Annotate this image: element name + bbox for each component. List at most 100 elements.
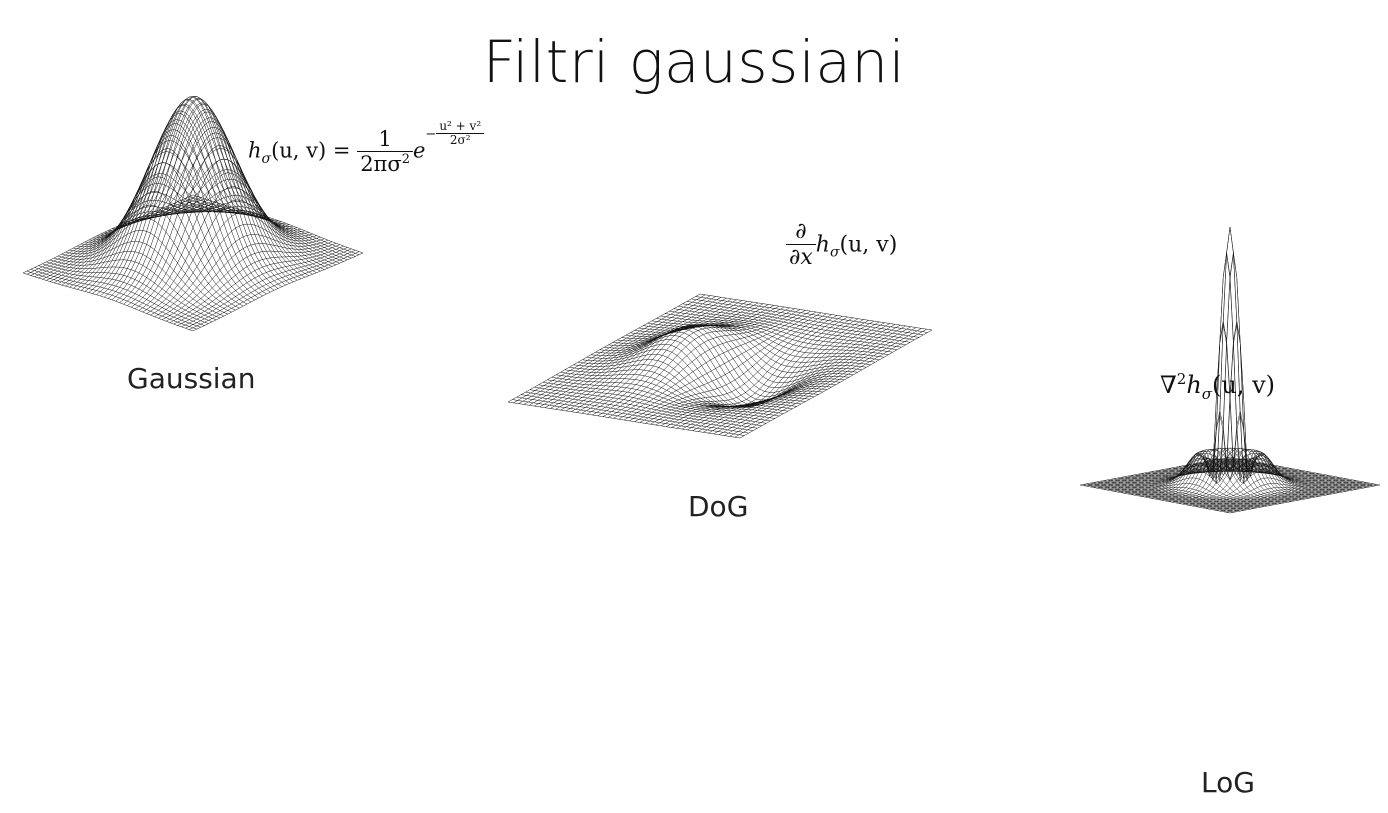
log-mesh-mesh-line xyxy=(1178,449,1329,495)
dog-mesh-mesh-line xyxy=(555,374,789,412)
dog-mesh-mesh-line xyxy=(529,389,762,427)
gaussian-mesh-mesh-line xyxy=(22,272,194,332)
gaussian-mesh-mesh-line xyxy=(146,169,317,273)
log-mesh-mesh-line xyxy=(1127,463,1278,505)
dog-mesh-mesh-line xyxy=(699,293,933,331)
gaussian-mesh-mesh-line xyxy=(173,203,344,262)
dog-mesh-mesh-line xyxy=(521,394,754,431)
dog-mesh-mesh-line xyxy=(656,318,889,355)
dog-mesh-mesh-line xyxy=(547,379,780,417)
dog-mesh-mesh-line xyxy=(573,359,806,408)
dog-mesh-mesh-line xyxy=(577,354,810,408)
dog-mesh-mesh-line xyxy=(612,325,845,397)
log-mesh-mesh-line xyxy=(1212,459,1364,489)
log-mesh-mesh-line xyxy=(1199,462,1350,491)
dog-mesh-mesh-line xyxy=(651,320,885,358)
log-mesh-mesh-line xyxy=(1137,454,1289,503)
dog-mesh-mesh-line xyxy=(734,328,927,438)
log-mesh-mesh-line xyxy=(1100,480,1251,510)
log-mesh-mesh-line xyxy=(1117,477,1268,507)
dog-mesh-mesh-line xyxy=(595,335,828,407)
gaussian-mesh-mesh-line xyxy=(138,172,309,311)
gaussian-mesh-mesh-line xyxy=(115,98,286,286)
gaussian-mesh-mesh-line xyxy=(150,178,321,272)
dog-mesh-mesh-line xyxy=(512,399,745,436)
log-mesh-mesh-line xyxy=(1110,479,1261,508)
gaussian-mesh-mesh-line xyxy=(177,201,348,261)
gaussian-mesh-mesh-line xyxy=(96,103,267,295)
gaussian-mesh-mesh-line xyxy=(92,123,263,297)
gaussian-mesh-mesh-line xyxy=(49,259,221,319)
log-mesh-mesh-line xyxy=(1134,455,1285,504)
dog-mesh-mesh-line xyxy=(682,303,915,341)
dog-mesh-mesh-line xyxy=(560,372,793,410)
dog-mesh-mesh-line xyxy=(538,384,771,422)
gaussian-formula: hσ(u, v) = 1 2πσ2 e− u² + v² 2σ² xyxy=(248,119,485,176)
gaussian-mesh-mesh-line xyxy=(123,109,294,283)
log-mesh-mesh-line xyxy=(1086,483,1237,512)
gaussian-mesh-mesh-line xyxy=(80,162,252,303)
log-formula: ∇2hσ(u, v) xyxy=(1160,370,1276,403)
gaussian-mesh-mesh-line xyxy=(96,113,267,295)
gaussian-mesh-mesh-line xyxy=(57,241,228,315)
log-mesh-mesh-line xyxy=(1182,453,1333,495)
log-mesh-mesh-line xyxy=(1189,464,1340,493)
gaussian-mesh-mesh-line xyxy=(111,96,283,287)
gaussian-mesh-mesh-line xyxy=(61,230,232,313)
log-mesh-mesh-line xyxy=(1083,484,1234,513)
gaussian-mesh-mesh-line xyxy=(134,158,306,310)
dog-mesh-mesh-line xyxy=(621,324,854,389)
gaussian-mesh-mesh-line xyxy=(42,263,213,323)
dog-caption: DoG xyxy=(688,490,749,523)
gaussian-mesh-mesh-line xyxy=(154,223,325,317)
dog-mesh-mesh-line xyxy=(686,301,919,338)
gaussian-mesh-mesh-line xyxy=(134,137,306,278)
dog-mesh-mesh-line xyxy=(673,308,906,346)
gaussian-mesh-mesh-line xyxy=(69,204,240,309)
gaussian-mesh-mesh-line xyxy=(127,117,298,281)
log-mesh-mesh-line xyxy=(1093,482,1244,511)
dog-mesh-mesh-line xyxy=(669,310,902,348)
log-mesh-mesh-line xyxy=(1124,470,1275,505)
dog-formula: ∂ ∂x hσ(u, v) xyxy=(786,219,897,270)
gaussian-mesh-mesh-line xyxy=(77,176,248,305)
dog-mesh-mesh-line xyxy=(697,323,890,432)
dog-mesh-mesh-line xyxy=(525,391,758,429)
dog-mesh-mesh-line xyxy=(590,339,823,408)
dog-mesh-mesh-line xyxy=(551,377,784,414)
log-mesh-mesh-line xyxy=(1107,479,1258,509)
gaussian-mesh-mesh-line xyxy=(34,267,205,326)
dog-mesh-mesh-line xyxy=(665,313,898,350)
dog-mesh-mesh-line xyxy=(678,305,911,343)
gaussian-mesh-mesh-line xyxy=(131,127,302,279)
gaussian-mesh-mesh-line xyxy=(26,270,197,330)
log-mesh-mesh-line xyxy=(1110,462,1261,491)
dog-mesh-mesh-line xyxy=(599,331,832,406)
gaussian-mesh-mesh-line xyxy=(53,204,224,284)
log-mesh-mesh-line xyxy=(1171,447,1323,497)
gaussian-mesh-mesh-line xyxy=(65,217,236,311)
dog-mesh xyxy=(507,293,933,439)
dog-mesh-mesh-line xyxy=(643,325,876,363)
dog-mesh-mesh-line xyxy=(516,396,749,434)
log-mesh-mesh-line xyxy=(1168,447,1319,497)
log-mesh-mesh-line xyxy=(1195,478,1346,507)
gaussian-mesh-mesh-line xyxy=(38,265,209,324)
gaussian-mesh-mesh-line xyxy=(30,269,201,328)
dog-mesh-mesh-line xyxy=(550,300,743,409)
dog-mesh-mesh-line xyxy=(691,298,924,336)
gaussian-mesh-mesh-line xyxy=(189,196,360,255)
log-mesh-mesh-line xyxy=(1131,457,1282,504)
log-mesh-mesh-line xyxy=(1114,478,1265,507)
dog-mesh-mesh-line xyxy=(507,401,741,439)
slide-title: Filtri gaussiani xyxy=(482,28,906,96)
log-mesh-mesh-line xyxy=(1090,482,1241,512)
log-mesh-mesh-line xyxy=(1141,453,1292,502)
log-mesh-mesh-line xyxy=(1175,447,1326,496)
gaussian-mesh-mesh-line xyxy=(119,102,290,284)
dog-mesh-mesh-line xyxy=(534,386,767,424)
log-mesh-mesh-line xyxy=(1120,477,1271,506)
gaussian-mesh xyxy=(22,96,364,332)
log-mesh-mesh-line xyxy=(1103,480,1254,509)
